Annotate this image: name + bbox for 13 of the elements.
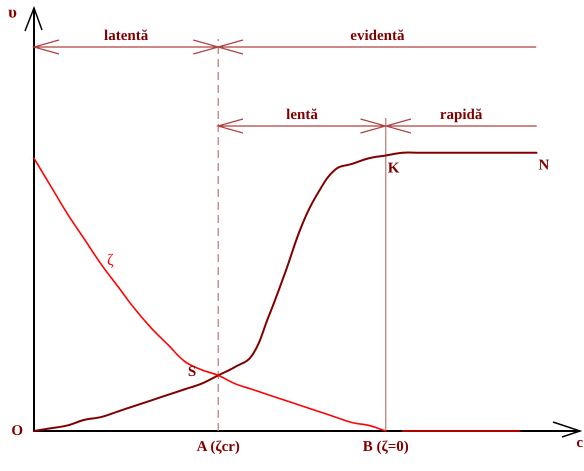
series-label: ζ [107,252,114,270]
x-tick-label: B (ζ=0) [362,438,409,455]
text: latentă [104,28,149,44]
text: evidentă [350,28,405,44]
x-tick-label: A (ζcr) [196,438,240,455]
x-axis-title: c [576,434,584,451]
annotation: S [188,364,196,380]
text: lentă [286,107,318,123]
annotation: N [538,158,550,174]
annotation: K [388,160,400,176]
text: rapidă [440,107,483,123]
text: υ [8,2,18,22]
text: O [11,422,23,439]
